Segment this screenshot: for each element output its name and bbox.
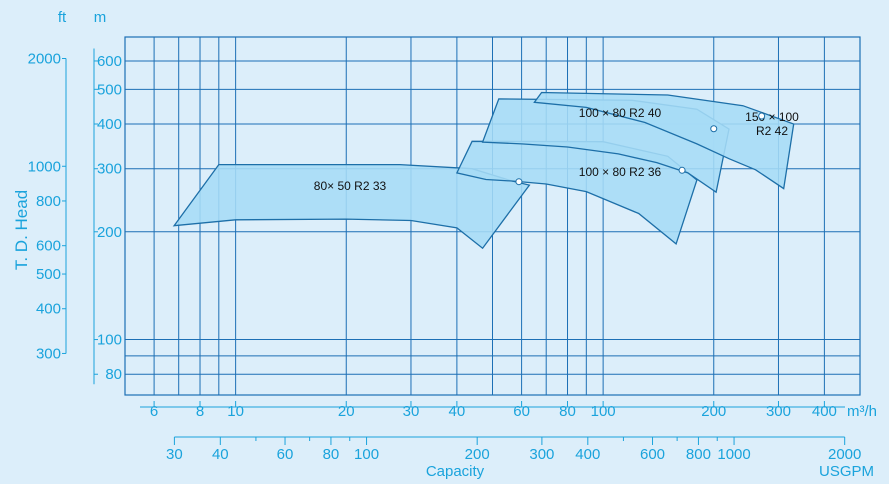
m3h-tick-label: 6 bbox=[150, 403, 158, 420]
ft-unit-label: ft bbox=[58, 9, 67, 26]
usgpm-tick-label: 80 bbox=[323, 446, 340, 463]
usgpm-tick-label: 300 bbox=[529, 446, 554, 463]
axes: 6 8 10 20 30 40 60 80 100 200 300 400 30 40 60 80 100 200… bbox=[28, 48, 861, 463]
usgpm-tick-label: 30 bbox=[166, 446, 183, 463]
ft-tick-label: 800 bbox=[36, 193, 61, 210]
ft-tick-label: 600 bbox=[36, 238, 61, 255]
bep-marker bbox=[710, 125, 718, 133]
m-tick-label: 500 bbox=[97, 81, 122, 98]
m-tick-label: 300 bbox=[97, 161, 122, 178]
series-label: 100 × 80 R2 40 bbox=[579, 106, 662, 120]
usgpm-unit-label: USGPM bbox=[819, 463, 874, 480]
series-label: R2 42 bbox=[756, 124, 788, 138]
m3h-tick-label: 40 bbox=[449, 403, 466, 420]
m3h-tick-label: 30 bbox=[403, 403, 420, 420]
m3h-tick-label: 60 bbox=[513, 403, 530, 420]
series-label: 100 × 80 R2 36 bbox=[579, 165, 662, 179]
usgpm-tick-label: 2000 bbox=[828, 446, 861, 463]
ft-tick-label: 2000 bbox=[28, 50, 61, 67]
series-label: 150 × 100 bbox=[745, 110, 799, 124]
bep-marker bbox=[515, 178, 523, 186]
m3h-tick-label: 8 bbox=[196, 403, 204, 420]
ft-tick-label: 1000 bbox=[28, 158, 61, 175]
m3h-tick-label: 10 bbox=[227, 403, 244, 420]
m3h-tick-label: 20 bbox=[338, 403, 355, 420]
m-tick-label: 400 bbox=[97, 116, 122, 133]
ft-tick-label: 500 bbox=[36, 266, 61, 283]
m-tick-label: 100 bbox=[97, 332, 122, 349]
m-tick-label: 80 bbox=[105, 366, 122, 383]
usgpm-tick-label: 600 bbox=[640, 446, 665, 463]
m-unit-label: m bbox=[94, 9, 107, 26]
usgpm-tick-label: 60 bbox=[277, 446, 294, 463]
m3h-tick-label: 200 bbox=[701, 403, 726, 420]
usgpm-tick-label: 400 bbox=[575, 446, 600, 463]
usgpm-tick-label: 800 bbox=[686, 446, 711, 463]
ft-tick-label: 400 bbox=[36, 301, 61, 318]
axis-labels: ft m T. D. Head Capacity m³/h USGPM bbox=[12, 9, 877, 480]
bep-marker bbox=[758, 112, 766, 120]
plot-frame bbox=[124, 36, 861, 396]
performance-band bbox=[533, 91, 795, 190]
performance-bands: 80× 50 R2 33 100 × 80 R2 36 100 × 80 R2 40… bbox=[172, 91, 799, 250]
m3h-tick-label: 300 bbox=[766, 403, 791, 420]
bep-marker bbox=[678, 166, 686, 174]
ft-tick-label: 300 bbox=[36, 345, 61, 362]
m-tick-label: 200 bbox=[97, 224, 122, 241]
m-tick-label: 600 bbox=[97, 53, 122, 70]
m3h-unit-label: m³/h bbox=[847, 403, 877, 420]
series-label: 80× 50 R2 33 bbox=[314, 179, 387, 193]
m3h-tick-label: 100 bbox=[591, 403, 616, 420]
y-axis-title: T. D. Head bbox=[12, 190, 31, 270]
m3h-tick-label: 80 bbox=[559, 403, 576, 420]
x-axis-title: Capacity bbox=[426, 463, 485, 480]
performance-band bbox=[172, 163, 531, 250]
usgpm-tick-label: 100 bbox=[354, 446, 379, 463]
m3h-tick-label: 400 bbox=[812, 403, 837, 420]
usgpm-tick-label: 200 bbox=[465, 446, 490, 463]
usgpm-tick-label: 1000 bbox=[717, 446, 750, 463]
usgpm-tick-label: 40 bbox=[212, 446, 229, 463]
